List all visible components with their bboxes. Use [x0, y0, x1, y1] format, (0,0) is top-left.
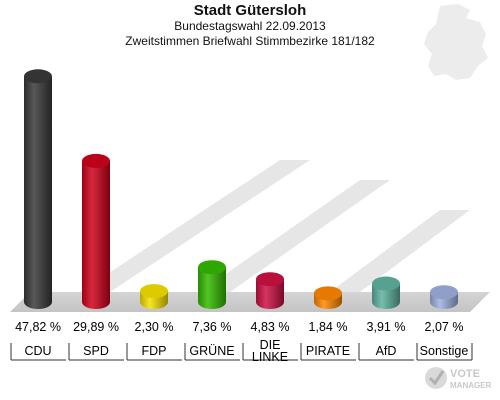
chart-title: Stadt Gütersloh	[193, 2, 307, 19]
chart-background	[10, 4, 490, 312]
category-label: DIE LINKE	[252, 338, 288, 364]
logo-emblem-icon	[425, 367, 447, 389]
bar-body	[24, 76, 52, 309]
bar-body	[256, 279, 284, 309]
bar-top	[314, 286, 342, 301]
value-label: 3,91 %	[367, 320, 406, 334]
germany-map-icon	[424, 4, 488, 80]
category-label: FDP	[142, 344, 167, 358]
bar-pirate	[314, 286, 342, 309]
value-label: 1,84 %	[309, 320, 348, 334]
vote-manager-logo: VOTE MANAGER	[425, 367, 492, 390]
bar-top	[24, 69, 52, 84]
background-stripe	[80, 160, 310, 292]
value-label: 2,30 %	[135, 320, 174, 334]
chart-floor	[10, 292, 490, 312]
chart-subtitle-election: Bundestagswahl 22.09.2013	[174, 19, 326, 33]
logo-text-manager: MANAGER	[450, 381, 492, 390]
chart-subtitle-district: Zweitstimmen Briefwahl Stimmbezirke 181/…	[125, 34, 375, 48]
bar-top	[430, 285, 458, 300]
bar-top	[198, 260, 226, 275]
value-label: 47,82 %	[15, 320, 61, 334]
category-label: CDU	[24, 344, 51, 358]
bar-afd	[372, 276, 400, 309]
value-label: 7,36 %	[193, 320, 232, 334]
logo-text-vote: VOTE	[450, 368, 480, 380]
background-stripe	[330, 210, 470, 292]
background-stripe	[200, 180, 390, 292]
category-label: PIRATE	[306, 344, 350, 358]
bar-top	[140, 284, 168, 299]
bar-body	[372, 283, 400, 309]
bar-top	[256, 272, 284, 287]
value-label: 4,83 %	[251, 320, 290, 334]
bar-grüne	[198, 260, 226, 309]
bar-fdp	[140, 284, 168, 309]
category-label: SPD	[83, 344, 109, 358]
bar-body	[82, 160, 110, 309]
value-label: 29,89 %	[73, 320, 119, 334]
bar-body	[198, 267, 226, 309]
chart-labels: 47,82 % CDU 29,89 % SPD 2,30 % FDP 7,36 % GRÜNE…	[10, 320, 473, 364]
category-label: GRÜNE	[189, 344, 234, 358]
category-label: AfD	[376, 344, 397, 358]
value-label: 2,07 %	[425, 320, 464, 334]
bar-top	[82, 153, 110, 168]
chart-header: Stadt Gütersloh Bundestagswahl 22.09.201…	[0, 2, 500, 49]
bar-top	[372, 276, 400, 291]
chart-bars	[24, 69, 458, 309]
bar-cdu	[24, 69, 52, 309]
bar-spd	[82, 153, 110, 309]
category-label: Sonstige	[420, 344, 469, 358]
bar-die-linke	[256, 272, 284, 309]
bar-sonstige	[430, 285, 458, 309]
